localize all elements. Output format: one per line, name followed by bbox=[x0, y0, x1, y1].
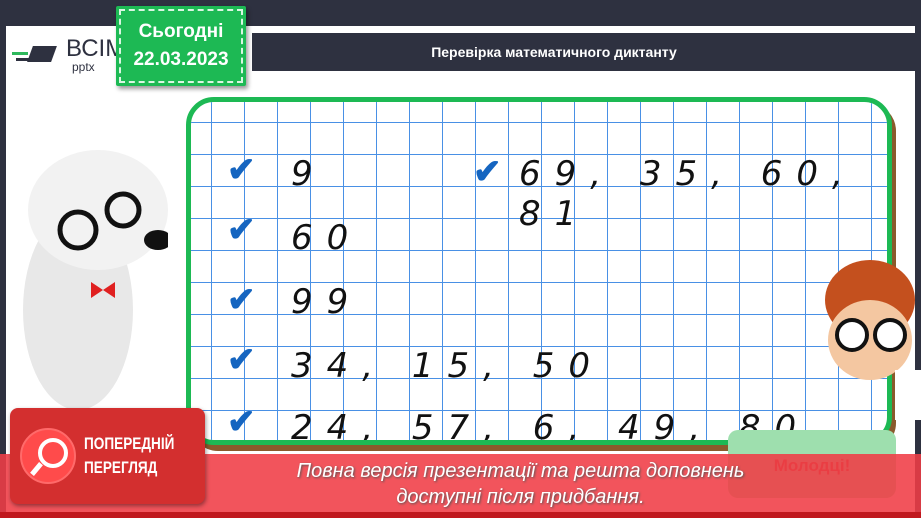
boy-character-image bbox=[825, 260, 921, 420]
answer-row: 24, 57, 6, 49, 80 bbox=[291, 408, 811, 445]
check-icon: ✔ bbox=[227, 151, 256, 189]
banner-line-2: доступні після придбання. bbox=[396, 486, 645, 508]
date-value: 22.03.2023 bbox=[133, 49, 229, 70]
banner-line-1: Повна версія презентації та решта доповн… bbox=[296, 460, 745, 482]
check-icon: ✔ bbox=[227, 211, 256, 249]
today-label: Сьогодні bbox=[138, 21, 224, 42]
bottom-bar bbox=[0, 512, 921, 518]
left-border bbox=[0, 0, 6, 518]
check-icon: ✔ bbox=[227, 281, 256, 319]
answer-row: 99 bbox=[291, 282, 363, 322]
preview-line-2: ПЕРЕГЛЯД bbox=[84, 458, 158, 477]
notebook-panel: ✔ ✔ ✔ ✔ ✔ ✔ 9 60 99 34, 15, 50 24, 57, 6… bbox=[186, 97, 892, 445]
answer-row: 34, 15, 50 bbox=[291, 346, 605, 386]
logo-subtext: pptx bbox=[72, 60, 95, 74]
logo: ВСІМ pptx bbox=[12, 35, 126, 74]
right-border bbox=[915, 0, 921, 518]
slide-title: Перевірка математичного диктанту bbox=[252, 33, 916, 71]
notebook-grid bbox=[191, 102, 887, 440]
answer-row: 69, 35, 60, 81 bbox=[519, 154, 857, 234]
answer-row: 60 bbox=[291, 218, 363, 258]
preview-badge[interactable]: ПОПЕРЕДНІЙ ПЕРЕГЛЯД bbox=[10, 408, 205, 504]
magnifier-icon bbox=[20, 428, 76, 484]
check-icon: ✔ bbox=[227, 403, 256, 441]
graduation-cap-icon bbox=[12, 44, 62, 68]
preview-line-1: ПОПЕРЕДНІЙ bbox=[84, 434, 175, 453]
answer-row: 9 bbox=[291, 154, 327, 194]
date-box: Сьогодні 22.03.2023 bbox=[116, 6, 246, 86]
dog-character-image bbox=[23, 150, 168, 410]
check-icon: ✔ bbox=[227, 341, 256, 379]
check-icon: ✔ bbox=[473, 153, 502, 191]
logo-text: ВСІМ bbox=[66, 35, 126, 62]
